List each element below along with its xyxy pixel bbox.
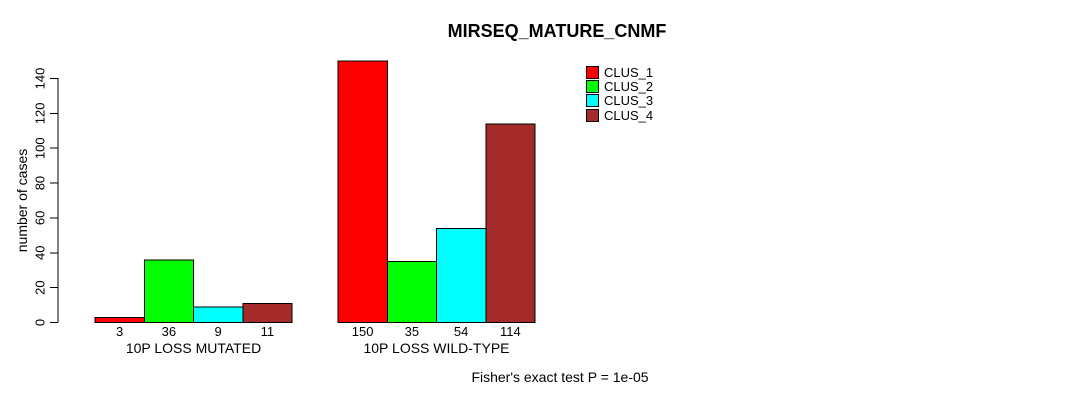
y-axis-tick-label: 40 [33, 246, 48, 260]
legend-item-CLUS_3: CLUS_3 [586, 93, 654, 109]
legend-item-CLUS_4: CLUS_4 [586, 107, 654, 123]
y-axis-tick-label: 140 [33, 68, 48, 90]
y-axis-title: number of cases [14, 149, 30, 253]
group-label: 10P LOSS MUTATED [126, 340, 261, 356]
legend-label: CLUS_2 [604, 78, 654, 94]
bar-CLUS_3 [436, 227, 487, 323]
y-axis-tick-label: 80 [33, 176, 48, 190]
group-label: 10P LOSS WILD-TYPE [363, 340, 509, 356]
bar-CLUS_3 [193, 306, 244, 324]
bar-CLUS_4 [485, 123, 536, 323]
legend-label: CLUS_4 [604, 107, 654, 123]
bar-CLUS_2 [386, 261, 437, 323]
legend-swatch-icon [586, 108, 599, 122]
bar-CLUS_1 [337, 60, 388, 323]
bar-value-label: 3 [116, 324, 123, 339]
y-axis-tick-label: 0 [33, 319, 48, 326]
y-axis-tick-label: 120 [33, 103, 48, 125]
y-axis-tick-label: 60 [33, 211, 48, 225]
bar-value-label: 11 [261, 324, 275, 339]
bar-value-label: 54 [454, 324, 468, 339]
legend-item-CLUS_1: CLUS_1 [586, 64, 654, 80]
legend-item-CLUS_2: CLUS_2 [586, 78, 654, 94]
chart-title: MIRSEQ_MATURE_CNMF [447, 21, 667, 41]
bar-CLUS_2 [143, 259, 194, 323]
y-axis-tick-label: 100 [33, 137, 48, 159]
legend: CLUS_1 CLUS_2 CLUS_3 CLUS_4 [586, 64, 654, 123]
y-axis-tick-label: 20 [33, 280, 48, 294]
bar-value-label: 36 [162, 324, 176, 339]
bar-value-label: 150 [352, 324, 374, 339]
legend-swatch-icon [586, 94, 599, 108]
bar-value-label: 9 [215, 324, 222, 339]
bar-CLUS_1 [94, 316, 145, 323]
bar-value-label: 35 [405, 324, 419, 339]
legend-label: CLUS_1 [604, 64, 654, 80]
bar-CLUS_4 [242, 302, 293, 324]
legend-swatch-icon [586, 65, 599, 79]
bar-value-label: 114 [500, 324, 521, 339]
fisher-test-annotation: Fisher's exact test P = 1e-05 [471, 369, 649, 385]
legend-label: CLUS_3 [604, 93, 654, 109]
legend-swatch-icon [586, 79, 599, 93]
